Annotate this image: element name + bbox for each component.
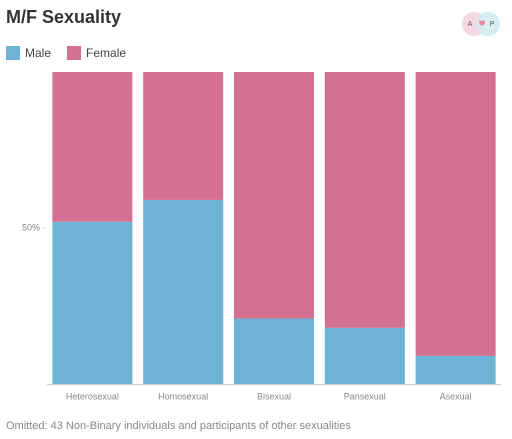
chart-title: M/F Sexuality <box>6 7 121 27</box>
legend-swatch <box>67 46 82 60</box>
bar-segment <box>143 72 224 200</box>
x-tick-label: Heterosexual <box>66 391 119 401</box>
bar-segment <box>415 355 496 384</box>
bar-segment <box>52 221 133 384</box>
bar-segment <box>324 327 405 384</box>
legend-label: Female <box>86 46 126 60</box>
bar-segment <box>234 318 314 384</box>
footnote: Omitted: 43 Non-Binary individuals and p… <box>6 420 351 432</box>
logo-circle <box>476 12 500 36</box>
x-tick-label: Homosexual <box>158 391 208 401</box>
bar-segment <box>52 72 133 222</box>
bar-segment <box>324 72 405 328</box>
x-tick-label: Asexual <box>440 391 472 401</box>
logo-text: P <box>490 21 495 28</box>
logo-heart <box>479 20 485 26</box>
legend-swatch <box>6 46 20 60</box>
bar-segment <box>415 72 496 356</box>
y-tick-label: 50% <box>22 222 40 232</box>
legend-label: Male <box>25 46 51 60</box>
bar-segment <box>234 72 314 319</box>
x-tick-label: Pansexual <box>344 391 386 401</box>
bar-segment <box>143 199 224 384</box>
logo: A P <box>462 12 500 36</box>
x-tick-label: Bisexual <box>257 391 291 401</box>
logo-text: A <box>468 21 473 28</box>
